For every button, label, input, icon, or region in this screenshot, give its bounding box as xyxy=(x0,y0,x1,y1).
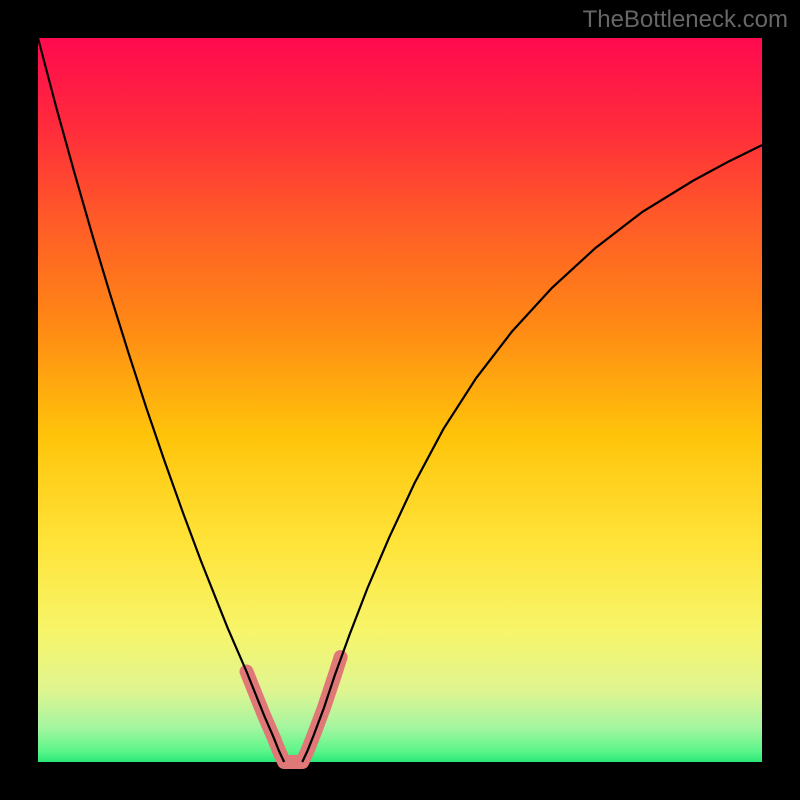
watermark-text: TheBottleneck.com xyxy=(583,6,788,34)
curve-right xyxy=(302,145,762,762)
curve-layer xyxy=(38,38,762,762)
plot-area xyxy=(38,38,762,762)
chart-frame: TheBottleneck.com xyxy=(0,0,800,800)
curve-left xyxy=(38,38,284,762)
